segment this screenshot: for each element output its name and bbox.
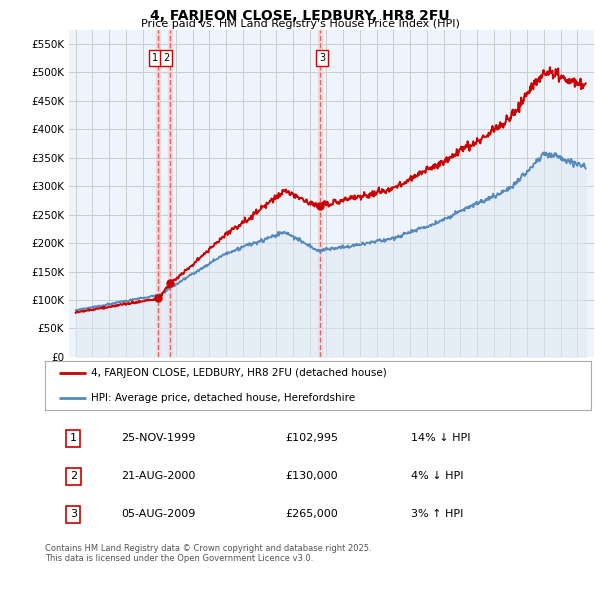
Bar bbox=[168, 30, 172, 357]
Text: 3: 3 bbox=[70, 510, 77, 519]
Text: £130,000: £130,000 bbox=[285, 471, 338, 481]
Text: 4, FARJEON CLOSE, LEDBURY, HR8 2FU: 4, FARJEON CLOSE, LEDBURY, HR8 2FU bbox=[150, 9, 450, 24]
Text: 1: 1 bbox=[70, 434, 77, 443]
Bar bbox=[317, 30, 322, 357]
Text: 2: 2 bbox=[163, 53, 169, 63]
Text: 4% ↓ HPI: 4% ↓ HPI bbox=[411, 471, 463, 481]
Text: 3: 3 bbox=[319, 53, 325, 63]
Text: £102,995: £102,995 bbox=[285, 434, 338, 443]
Text: 3% ↑ HPI: 3% ↑ HPI bbox=[411, 510, 463, 519]
Text: Contains HM Land Registry data © Crown copyright and database right 2025.
This d: Contains HM Land Registry data © Crown c… bbox=[45, 544, 371, 563]
Text: HPI: Average price, detached house, Herefordshire: HPI: Average price, detached house, Here… bbox=[91, 393, 356, 403]
Text: 05-AUG-2009: 05-AUG-2009 bbox=[121, 510, 196, 519]
Text: 14% ↓ HPI: 14% ↓ HPI bbox=[411, 434, 470, 443]
Text: 1: 1 bbox=[152, 53, 158, 63]
Text: Price paid vs. HM Land Registry's House Price Index (HPI): Price paid vs. HM Land Registry's House … bbox=[140, 19, 460, 30]
Text: £265,000: £265,000 bbox=[285, 510, 338, 519]
Text: 4, FARJEON CLOSE, LEDBURY, HR8 2FU (detached house): 4, FARJEON CLOSE, LEDBURY, HR8 2FU (deta… bbox=[91, 368, 387, 378]
Text: 2: 2 bbox=[70, 471, 77, 481]
Bar bbox=[155, 30, 160, 357]
Text: 21-AUG-2000: 21-AUG-2000 bbox=[121, 471, 196, 481]
Text: 25-NOV-1999: 25-NOV-1999 bbox=[121, 434, 196, 443]
